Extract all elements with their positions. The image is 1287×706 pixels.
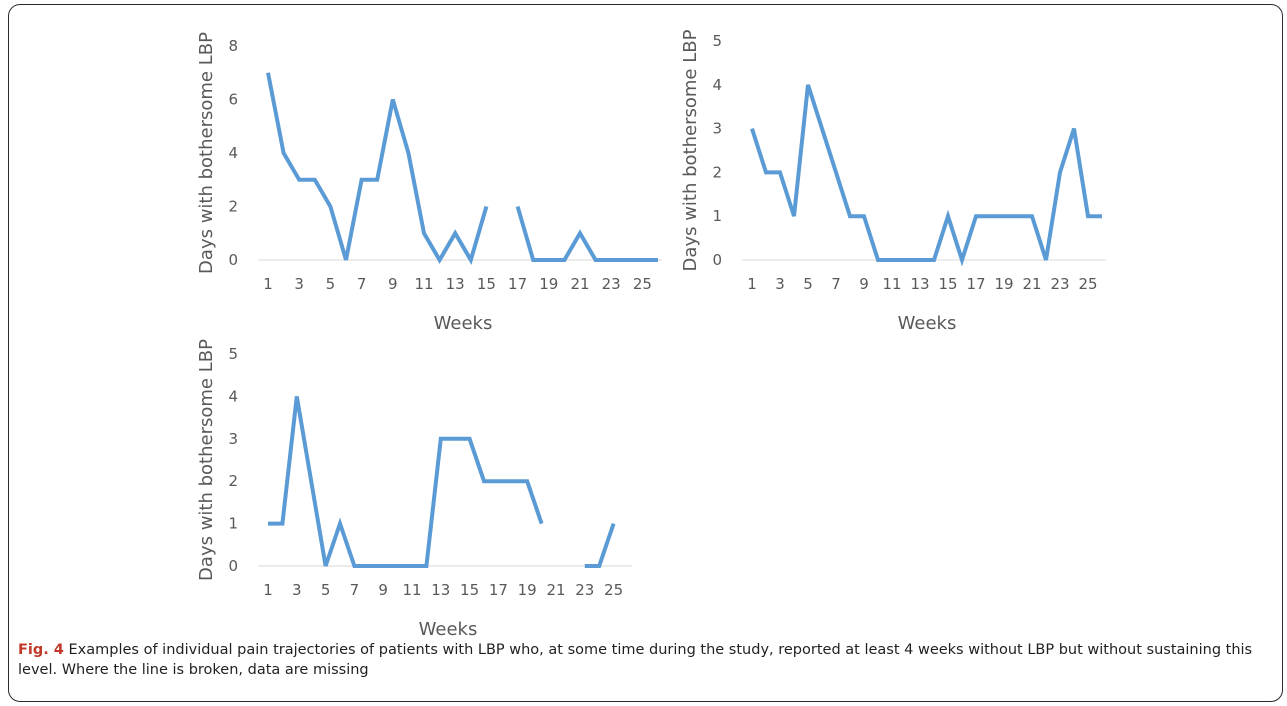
series-line	[266, 72, 489, 266]
x-tick-label: 7	[831, 275, 841, 293]
y-tick-label: 2	[712, 163, 722, 181]
x-tick-label: 19	[518, 581, 537, 599]
y-tick-label: 5	[228, 345, 238, 363]
x-tick-label: 5	[321, 581, 331, 599]
x-tick-label: 11	[882, 275, 901, 293]
x-tick-label: 25	[604, 581, 623, 599]
x-tick-label: 1	[263, 275, 273, 293]
x-tick-label: 23	[1050, 275, 1069, 293]
figure-frame	[8, 4, 1283, 702]
x-tick-label: 1	[263, 581, 273, 599]
y-tick-label: 4	[228, 387, 238, 405]
x-tick-label: 7	[350, 581, 360, 599]
x-tick-label: 15	[460, 581, 479, 599]
y-tick-label: 4	[228, 144, 238, 162]
y-tick-label: 3	[712, 120, 722, 138]
x-tick-label: 23	[602, 275, 621, 293]
y-tick-label: 4	[712, 76, 722, 94]
y-axis-title: Days with bothersome LBP	[680, 29, 701, 271]
series-line	[750, 84, 1102, 267]
caption-text: Examples of individual pain trajectories…	[18, 642, 1253, 678]
y-tick-label: 0	[228, 557, 238, 575]
x-tick-label: 13	[910, 275, 929, 293]
y-tick-label: 2	[228, 472, 238, 490]
y-tick-label: 0	[712, 251, 722, 269]
x-tick-label: 15	[938, 275, 957, 293]
x-tick-label: 11	[402, 581, 421, 599]
y-tick-label: 8	[228, 37, 238, 55]
x-tick-label: 7	[357, 275, 367, 293]
x-tick-label: 19	[994, 275, 1013, 293]
x-tick-label: 25	[1078, 275, 1097, 293]
y-tick-label: 5	[712, 32, 722, 50]
series-line	[515, 205, 658, 262]
x-tick-label: 9	[859, 275, 869, 293]
y-axis-title: Days with bothersome LBP	[196, 339, 217, 581]
x-tick-label: 25	[633, 275, 652, 293]
y-tick-label: 1	[228, 515, 238, 533]
x-tick-label: 5	[326, 275, 336, 293]
x-tick-label: 13	[431, 581, 450, 599]
x-tick-label: 3	[775, 275, 785, 293]
x-tick-label: 13	[446, 275, 465, 293]
x-axis-title: Weeks	[434, 313, 493, 334]
series-line	[268, 396, 544, 568]
series-line	[584, 522, 616, 568]
x-tick-label: 21	[1022, 275, 1041, 293]
y-axis-title: Days with bothersome LBP	[196, 32, 217, 274]
x-tick-label: 17	[508, 275, 527, 293]
y-tick-label: 6	[228, 91, 238, 109]
x-tick-label: 23	[575, 581, 594, 599]
x-tick-label: 9	[388, 275, 398, 293]
x-tick-label: 15	[477, 275, 496, 293]
y-tick-label: 0	[228, 251, 238, 269]
x-tick-label: 17	[489, 581, 508, 599]
y-tick-label: 3	[228, 430, 238, 448]
x-tick-label: 5	[803, 275, 813, 293]
x-tick-label: 3	[294, 275, 304, 293]
x-tick-label: 17	[966, 275, 985, 293]
x-axis-title: Weeks	[898, 313, 957, 334]
x-tick-label: 9	[378, 581, 388, 599]
figure-caption: Fig. 4 Examples of individual pain traje…	[18, 640, 1273, 680]
x-tick-label: 21	[546, 581, 565, 599]
x-tick-label: 1	[747, 275, 757, 293]
x-axis-title: Weeks	[419, 619, 478, 640]
y-tick-label: 1	[712, 207, 722, 225]
x-tick-label: 21	[570, 275, 589, 293]
y-tick-label: 2	[228, 198, 238, 216]
x-tick-label: 19	[539, 275, 558, 293]
x-tick-label: 3	[292, 581, 302, 599]
x-tick-label: 11	[414, 275, 433, 293]
caption-label: Fig. 4	[18, 642, 64, 658]
